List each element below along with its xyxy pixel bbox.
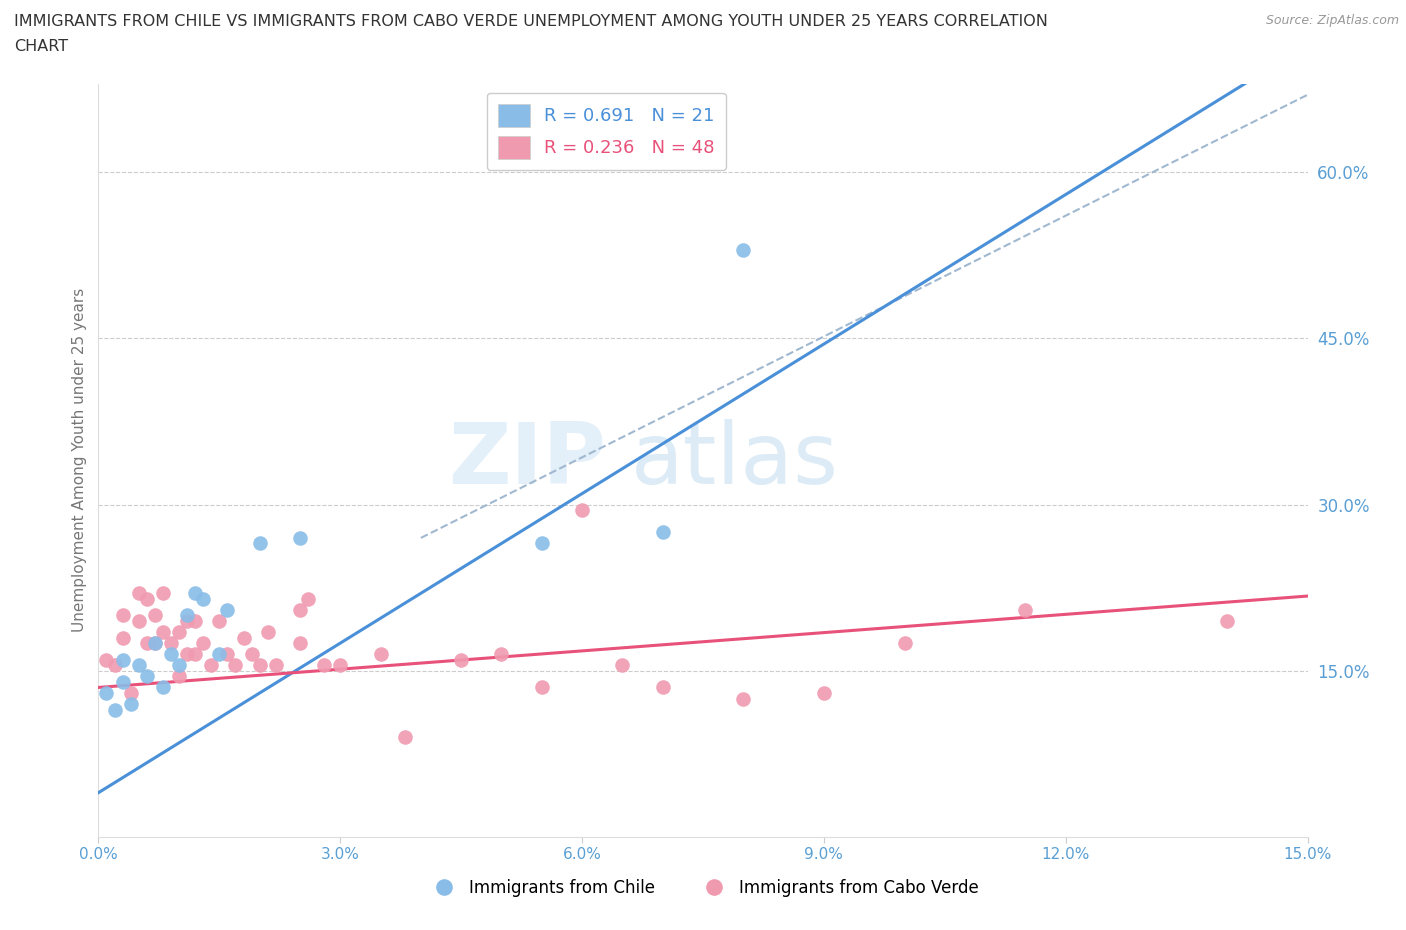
Point	[288, 603, 311, 618]
Point	[143, 636, 166, 651]
Point	[152, 625, 174, 640]
Point	[208, 614, 231, 629]
Point	[314, 658, 336, 672]
Point	[167, 669, 190, 684]
Point	[193, 636, 215, 651]
Point	[813, 685, 835, 700]
Point	[96, 652, 118, 667]
Point	[733, 243, 755, 258]
Point	[120, 685, 142, 700]
Point	[128, 658, 150, 672]
Text: ZIP: ZIP	[449, 418, 606, 502]
Point	[152, 586, 174, 601]
Point	[184, 586, 207, 601]
Point	[297, 591, 319, 606]
Legend: Immigrants from Chile, Immigrants from Cabo Verde: Immigrants from Chile, Immigrants from C…	[420, 872, 986, 904]
Point	[217, 646, 239, 661]
Point	[167, 625, 190, 640]
Point	[224, 658, 246, 672]
Point	[232, 631, 254, 645]
Point	[264, 658, 287, 672]
Point	[256, 625, 278, 640]
Point	[288, 636, 311, 651]
Point	[651, 680, 673, 695]
Point	[530, 536, 553, 551]
Point	[120, 697, 142, 711]
Point	[329, 658, 352, 672]
Point	[96, 685, 118, 700]
Point	[571, 503, 593, 518]
Point	[135, 591, 157, 606]
Point	[394, 730, 416, 745]
Point	[651, 525, 673, 539]
Point	[128, 614, 150, 629]
Point	[530, 680, 553, 695]
Point	[491, 646, 513, 661]
Point	[143, 608, 166, 623]
Text: Source: ZipAtlas.com: Source: ZipAtlas.com	[1265, 14, 1399, 27]
Point	[1014, 603, 1036, 618]
Point	[217, 603, 239, 618]
Point	[160, 646, 183, 661]
Point	[249, 536, 271, 551]
Point	[240, 646, 263, 661]
Point	[111, 608, 134, 623]
Point	[184, 646, 207, 661]
Point	[193, 591, 215, 606]
Point	[152, 680, 174, 695]
Point	[176, 614, 198, 629]
Y-axis label: Unemployment Among Youth under 25 years: Unemployment Among Youth under 25 years	[72, 288, 87, 632]
Point	[370, 646, 392, 661]
Text: CHART: CHART	[14, 39, 67, 54]
Point	[111, 631, 134, 645]
Point	[612, 658, 634, 672]
Point	[135, 636, 157, 651]
Point	[103, 702, 125, 717]
Point	[450, 652, 472, 667]
Point	[128, 586, 150, 601]
Text: IMMIGRANTS FROM CHILE VS IMMIGRANTS FROM CABO VERDE UNEMPLOYMENT AMONG YOUTH UND: IMMIGRANTS FROM CHILE VS IMMIGRANTS FROM…	[14, 14, 1047, 29]
Point	[200, 658, 222, 672]
Point	[249, 658, 271, 672]
Point	[733, 691, 755, 706]
Point	[288, 530, 311, 545]
Point	[143, 636, 166, 651]
Point	[111, 652, 134, 667]
Point	[167, 658, 190, 672]
Point	[135, 669, 157, 684]
Point	[103, 658, 125, 672]
Point	[1216, 614, 1239, 629]
Point	[893, 636, 915, 651]
Point	[208, 646, 231, 661]
Point	[111, 674, 134, 689]
Text: atlas: atlas	[630, 418, 838, 502]
Point	[184, 614, 207, 629]
Point	[176, 646, 198, 661]
Point	[176, 608, 198, 623]
Point	[160, 636, 183, 651]
